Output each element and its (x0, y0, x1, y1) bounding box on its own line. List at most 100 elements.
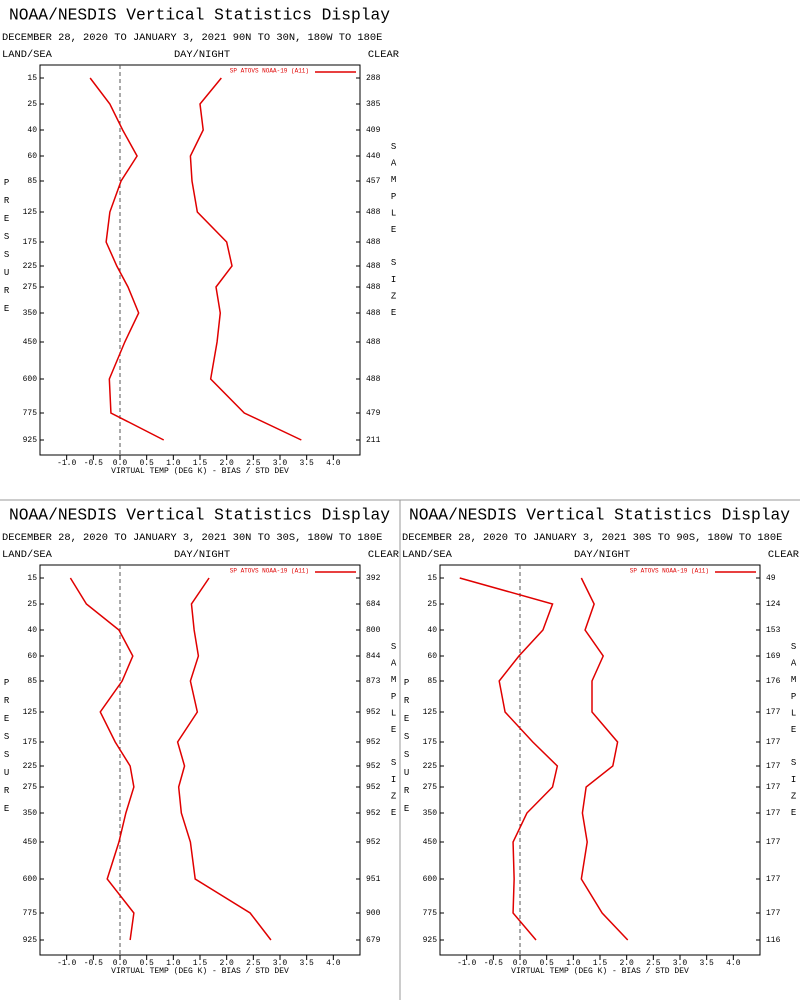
y2-axis-title: SAMPLE SIZE (789, 642, 799, 825)
y-tick-label: 225 (423, 762, 438, 771)
y-tick-label: 450 (423, 838, 438, 847)
sample-size: 153 (766, 626, 781, 635)
y-tick-label: 25 (27, 100, 37, 109)
sample-size: 844 (366, 652, 381, 661)
y-tick-label: 350 (423, 809, 438, 818)
y-tick-label: 775 (23, 409, 38, 418)
sample-size: 800 (366, 626, 381, 635)
y-tick-label: 125 (23, 208, 38, 217)
x-tick-label: 2.0 (619, 959, 634, 968)
y-tick-label: 125 (423, 708, 438, 717)
y-tick-label: 125 (23, 708, 38, 717)
x-tick-label: 1.5 (193, 959, 208, 968)
x-tick-label: 1.0 (166, 459, 181, 468)
sample-size: 409 (366, 126, 381, 135)
y-tick-label: 350 (23, 309, 38, 318)
y-tick-label: 60 (427, 652, 437, 661)
sample-size: 952 (366, 762, 381, 771)
y-tick-label: 85 (27, 677, 37, 686)
subtitle: DECEMBER 28, 2020 TO JANUARY 3, 2021 90N… (2, 32, 382, 44)
y-tick-label: 15 (427, 574, 437, 583)
sample-size: 679 (366, 936, 381, 945)
subtitle: DECEMBER 28, 2020 TO JANUARY 3, 2021 30S… (402, 532, 782, 544)
sample-size: 440 (366, 152, 381, 161)
y-axis-title: PRESSURE (2, 178, 12, 322)
sample-size: 952 (366, 738, 381, 747)
clear-label: CLEAR (368, 549, 399, 561)
sample-size: 177 (766, 838, 781, 847)
x-tick-label: 3.5 (299, 459, 314, 468)
x-tick-label: 1.0 (566, 959, 581, 968)
x-tick-label: 0.0 (113, 459, 128, 468)
sample-size: 488 (366, 375, 381, 384)
legend-label: SP ATOVS NOAA-19 (A11) (230, 568, 309, 575)
sample-size: 488 (366, 338, 381, 347)
clear-label: CLEAR (768, 549, 799, 561)
x-tick-label: 3.0 (273, 959, 288, 968)
x-tick-label: 3.0 (273, 459, 288, 468)
x-tick-label: -1.0 (57, 959, 76, 968)
sample-size: 952 (366, 838, 381, 847)
sample-size: 457 (366, 177, 381, 186)
x-tick-label: 2.5 (246, 459, 261, 468)
title: NOAA/NESDIS Vertical Statistics Display (9, 505, 390, 524)
sample-size: 873 (366, 677, 381, 686)
y-tick-label: 40 (27, 126, 37, 135)
legend-label: SP ATOVS NOAA-19 (A11) (230, 68, 309, 75)
day-night-label: DAY/NIGHT (574, 549, 630, 561)
x-tick-label: 2.0 (219, 959, 234, 968)
y-tick-label: 60 (27, 152, 37, 161)
y-tick-label: 275 (423, 783, 438, 792)
x-tick-label: 4.0 (326, 459, 341, 468)
land-sea-label: LAND/SEA (2, 549, 53, 561)
x-tick-label: 0.5 (139, 459, 154, 468)
y-tick-label: 15 (27, 574, 37, 583)
y-tick-label: 15 (27, 74, 37, 83)
sample-size: 169 (766, 652, 781, 661)
sample-size: 177 (766, 909, 781, 918)
x-tick-label: 3.5 (299, 959, 314, 968)
sample-size: 177 (766, 809, 781, 818)
y-tick-label: 40 (427, 626, 437, 635)
y-tick-label: 60 (27, 652, 37, 661)
std-dev-line (580, 577, 629, 941)
x-tick-label: 2.5 (246, 959, 261, 968)
sample-size: 124 (766, 600, 781, 609)
sample-size: 952 (366, 783, 381, 792)
y-tick-label: 450 (23, 338, 38, 347)
std-dev-line (189, 77, 302, 441)
x-tick-label: 4.0 (726, 959, 741, 968)
sample-size: 177 (766, 708, 781, 717)
sample-size: 900 (366, 909, 381, 918)
x-tick-label: 0.0 (113, 959, 128, 968)
y-tick-label: 25 (427, 600, 437, 609)
x-tick-label: 1.5 (193, 459, 208, 468)
y-tick-label: 925 (423, 936, 438, 945)
bias-line (89, 77, 165, 441)
x-tick-label: 0.5 (139, 959, 154, 968)
bias-line (69, 577, 135, 941)
sample-size: 684 (366, 600, 381, 609)
x-tick-label: 2.5 (646, 959, 661, 968)
sample-size: 176 (766, 677, 781, 686)
x-tick-label: -1.0 (457, 959, 476, 968)
x-axis-title: VIRTUAL TEMP (DEG K) - BIAS / STD DEV (511, 967, 689, 976)
legend-label: SP ATOVS NOAA-19 (A11) (630, 568, 709, 575)
title: NOAA/NESDIS Vertical Statistics Display (9, 5, 390, 24)
y2-axis-title: SAMPLE SIZE (389, 642, 399, 825)
sample-size: 177 (766, 783, 781, 792)
y-axis-title: PRESSURE (2, 678, 12, 822)
sample-size: 177 (766, 738, 781, 747)
sample-size: 116 (766, 936, 781, 945)
y-tick-label: 600 (23, 875, 38, 884)
y-tick-label: 925 (23, 936, 38, 945)
x-tick-label: 4.0 (326, 959, 341, 968)
x-tick-label: 1.0 (166, 959, 181, 968)
y-tick-label: 225 (23, 762, 38, 771)
y-tick-label: 775 (23, 909, 38, 918)
y-tick-label: 225 (23, 262, 38, 271)
y-tick-label: 85 (27, 177, 37, 186)
sample-size: 177 (766, 875, 781, 884)
sample-size: 49 (766, 574, 776, 583)
